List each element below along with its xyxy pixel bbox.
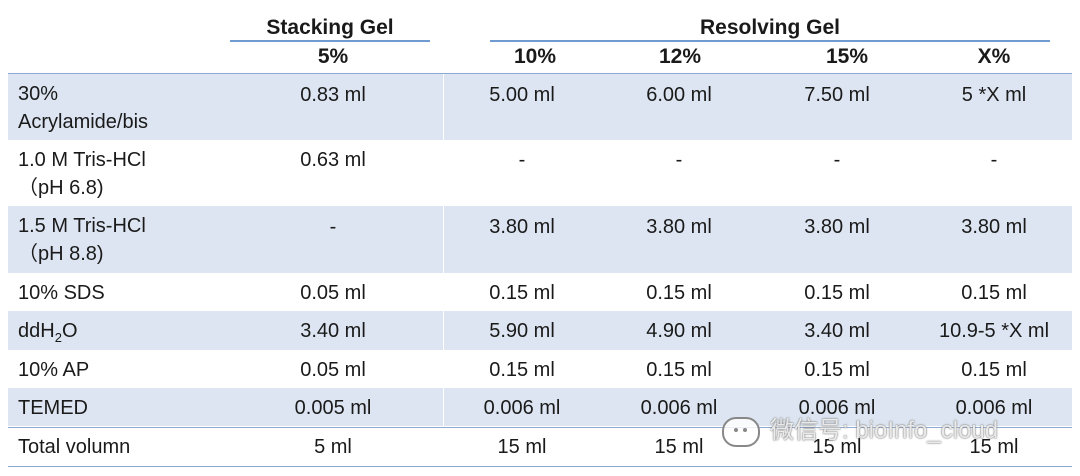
col-header-5: 5% (317, 45, 349, 68)
table-bottom-line (8, 466, 1072, 467)
cell: 0.63 ml (300, 149, 366, 171)
row-label-tris88: 1.5 M Tris-HCl （pH 8.8) (18, 215, 146, 265)
cell: 0.006 ml (798, 397, 876, 419)
cell: - (329, 216, 337, 238)
cell: 3.40 ml (300, 320, 366, 342)
row-label-temed: TEMED (18, 397, 88, 419)
row-label-tris68: 1.0 M Tris-HCl （pH 6.8) (18, 149, 146, 199)
cell: - (675, 149, 683, 171)
cell: 7.50 ml (804, 84, 870, 106)
col-header-12: 12% (658, 45, 702, 68)
row-band-tris88 (8, 206, 1072, 273)
cell: 10.9-5 *X ml (938, 320, 1050, 342)
cell: 0.15 ml (961, 359, 1027, 381)
row-band-water (8, 311, 1072, 350)
cell: 0.15 ml (804, 282, 870, 304)
col-header-x: X% (977, 45, 1011, 68)
cell: 3.80 ml (489, 216, 555, 238)
row-label-acrylamide: 30% Acrylamide/bis (18, 83, 149, 133)
cell: 4.90 ml (646, 320, 712, 342)
col-header-10: 10% (513, 45, 557, 68)
cell: 0.05 ml (300, 282, 366, 304)
cell: 5.90 ml (489, 320, 555, 342)
resolving-gel-rule (490, 40, 1050, 42)
cell: 5 ml (314, 436, 352, 458)
cell: 0.15 ml (489, 359, 555, 381)
cell: 5 *X ml (961, 84, 1027, 106)
cell: 6.00 ml (646, 84, 712, 106)
wechat-icon (722, 416, 760, 447)
stacking-gel-header: Stacking Gel (266, 16, 394, 39)
cell: 0.006 ml (640, 397, 718, 419)
cell: - (833, 149, 841, 171)
col-header-15: 15% (825, 45, 869, 68)
cell: 0.83 ml (300, 84, 366, 106)
stacking-gel-rule (230, 40, 430, 42)
row-band-acrylamide (8, 74, 1072, 140)
cell: 0.15 ml (646, 282, 712, 304)
cell: 3.80 ml (646, 216, 712, 238)
cell: 15 ml (497, 436, 547, 458)
cell: 0.05 ml (300, 359, 366, 381)
row-label-sds: 10% SDS (18, 282, 105, 304)
row-band-temed (8, 388, 1072, 426)
row-label-ap: 10% AP (18, 359, 90, 381)
cell: 0.15 ml (646, 359, 712, 381)
cell: - (518, 149, 526, 171)
column-separator (443, 74, 444, 427)
header-bottom-line (8, 73, 1072, 74)
cell: 0.005 ml (294, 397, 372, 419)
cell: 15 ml (969, 436, 1019, 458)
cell: 0.15 ml (489, 282, 555, 304)
cell: 15 ml (654, 436, 704, 458)
cell: 0.006 ml (483, 397, 561, 419)
resolving-gel-header: Resolving Gel (699, 16, 841, 39)
cell: 0.15 ml (961, 282, 1027, 304)
watermark-text: 微信号: bioInfo_cloud (770, 417, 999, 444)
cell: 3.80 ml (961, 216, 1027, 238)
watermark: 微信号: bioInfo_cloud (722, 410, 998, 447)
cell: 5.00 ml (489, 84, 555, 106)
row-label-water: ddH2O (18, 320, 78, 345)
cell: 3.80 ml (804, 216, 870, 238)
cell: 0.15 ml (804, 359, 870, 381)
cell: 0.006 ml (955, 397, 1033, 419)
cell: 3.40 ml (804, 320, 870, 342)
total-top-line (8, 427, 1072, 428)
row-label-total: Total volumn (18, 436, 131, 458)
cell: 15 ml (812, 436, 862, 458)
cell: - (990, 149, 998, 171)
